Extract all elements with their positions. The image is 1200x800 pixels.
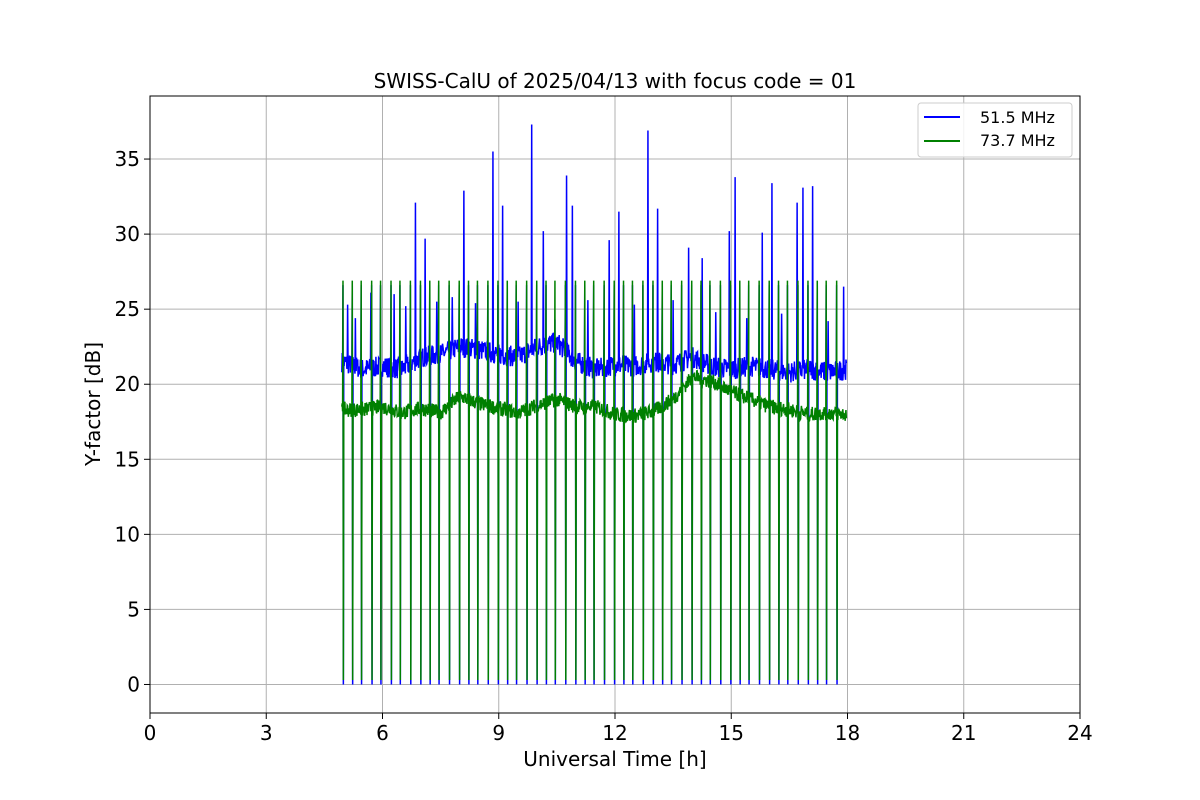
chart-title: SWISS-CalU of 2025/04/13 with focus code… [374, 69, 857, 93]
y-tick-label: 35 [115, 147, 140, 171]
data-series [341, 124, 848, 685]
y-tick-label: 0 [127, 672, 140, 696]
x-tick-label: 15 [719, 721, 744, 745]
y-tick-label: 10 [115, 522, 140, 546]
y-axis-title: Y-factor [dB] [81, 342, 105, 467]
series-line-73-7-mhz [341, 280, 848, 680]
x-tick-label: 0 [144, 721, 157, 745]
x-tick-label: 3 [260, 721, 273, 745]
x-tick-label: 6 [376, 721, 389, 745]
axis-ticks: 0 3 6 9 12 15 18 21 24 0 5 10 15 20 25 30 35 [115, 147, 1093, 745]
legend: 51.5 MHz 73.7 MHz [917, 102, 1073, 158]
y-tick-label: 30 [115, 222, 140, 246]
x-axis-title: Universal Time [h] [523, 747, 706, 771]
y-tick-label: 15 [115, 447, 140, 471]
legend-label-51-5-mhz: 51.5 MHz [980, 108, 1055, 127]
x-tick-label: 24 [1067, 721, 1092, 745]
y-tick-label: 20 [115, 372, 140, 396]
series-line-51-5-mhz [341, 124, 848, 685]
legend-label-73-7-mhz: 73.7 MHz [980, 131, 1055, 150]
y-tick-label: 5 [127, 597, 140, 621]
x-tick-label: 12 [602, 721, 627, 745]
x-tick-label: 21 [951, 721, 976, 745]
x-tick-label: 9 [492, 721, 505, 745]
y-tick-label: 25 [115, 297, 140, 321]
x-tick-label: 18 [835, 721, 860, 745]
